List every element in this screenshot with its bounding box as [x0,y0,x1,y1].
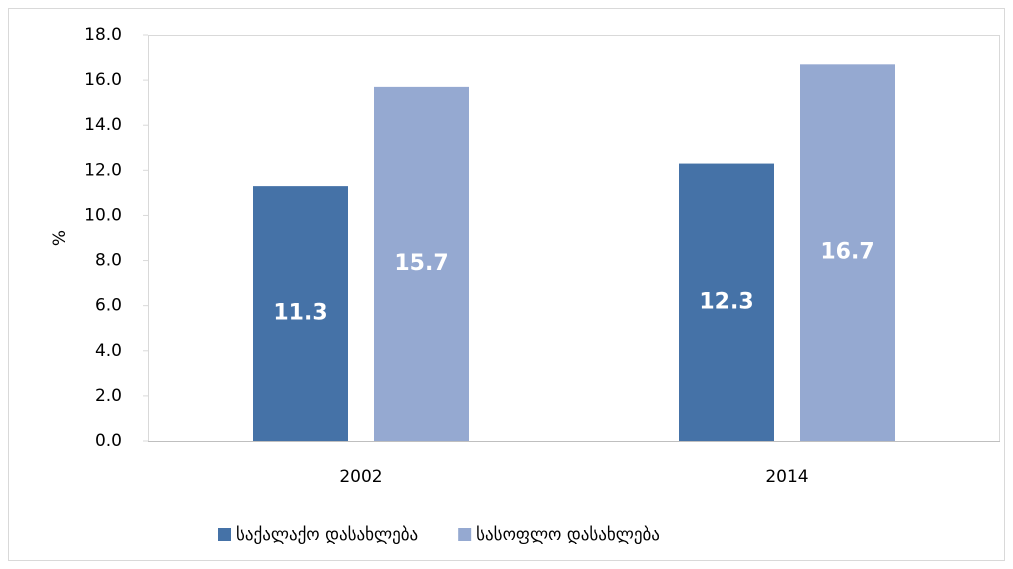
x-tick-label: 2002 [339,467,382,487]
value-label: 16.7 [820,240,874,265]
y-tick-label: 0.0 [95,431,122,451]
y-tick-label: 6.0 [95,296,122,316]
legend-label: სასოფლო დასახლება [476,525,660,545]
y-tick-label: 14.0 [84,115,122,135]
y-tick-label: 2.0 [95,386,122,406]
legend-label: საქალაქო დასახლება [236,525,418,545]
y-tick-label: 10.0 [84,205,122,225]
y-tick-label: 16.0 [84,70,122,90]
x-tick-label: 2014 [765,467,808,487]
value-label: 11.3 [273,301,327,326]
y-tick-label: 4.0 [95,341,122,361]
legend-swatch [458,528,472,541]
bar [253,186,348,441]
y-axis-label: % [50,230,70,246]
bar [374,86,469,441]
y-tick-label: 18.0 [84,25,122,45]
bar [679,163,774,442]
bar [800,64,895,442]
legend-swatch [218,528,231,541]
y-tick-label: 12.0 [84,160,122,180]
y-tick-label: 8.0 [95,251,122,271]
value-label: 15.7 [394,251,448,276]
value-label: 12.3 [699,289,753,314]
